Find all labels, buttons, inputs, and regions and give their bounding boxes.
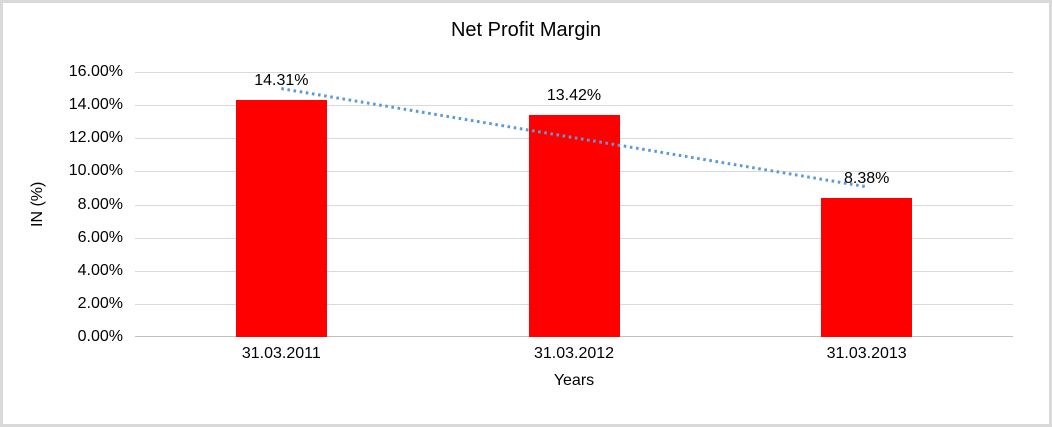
x-axis-category-labels: 31.03.2011 31.03.2012 31.03.2013 [135,345,1013,365]
y-tick-label: 8.00% [77,195,123,213]
gridline [135,105,1013,107]
bar-31.03.2012 [528,114,620,337]
y-tick-label: 4.00% [77,261,123,279]
chart-title: Net Profit Margin [450,19,602,41]
y-tick-label: 0.00% [77,328,123,345]
bar-31.03.2013 [821,198,913,337]
y-tick-label: 14.00% [68,96,123,114]
y-tick-label: 12.00% [68,129,123,147]
y-axis-tick-labels: 0.00% 2.00% 4.00% 6.00% 8.00% 10.00% 12.00% 14.… [3,63,123,345]
y-tick-label: 6.00% [77,228,123,246]
x-axis-title: Years [553,372,595,389]
x-category-label: 31.03.2012 [533,345,615,362]
bar-data-label: 14.31% [254,72,309,89]
bar-data-label: 13.42% [546,86,602,104]
bar-data-label: 8.38% [843,170,890,188]
y-tick-label: 16.00% [68,63,123,80]
y-tick-label: 2.00% [77,294,123,312]
gridline [135,72,1013,73]
x-category-label: 31.03.2011 [241,345,321,362]
y-tick-label: 10.00% [68,162,123,180]
plot-area: 14.31% 13.42% 8.38% [135,72,1013,337]
trendline [281,87,867,189]
x-category-label: 31.03.2013 [826,345,907,362]
bar-31.03.2011 [235,100,327,337]
